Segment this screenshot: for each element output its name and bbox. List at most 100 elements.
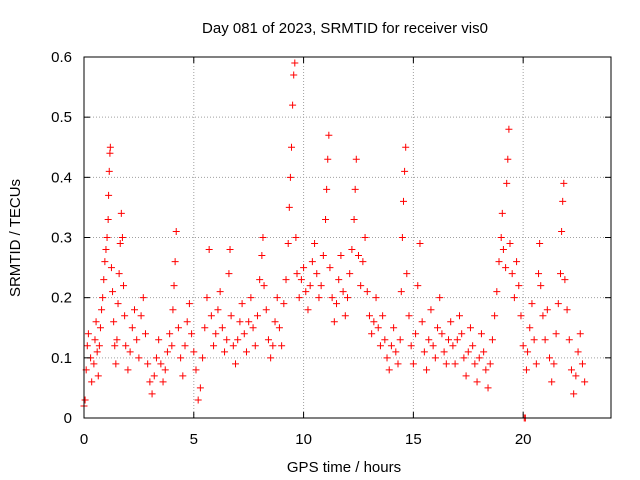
- data-point: [503, 179, 511, 187]
- data-point: [291, 59, 299, 67]
- data-point: [374, 324, 382, 332]
- data-point: [229, 342, 237, 350]
- data-point: [363, 288, 371, 296]
- data-point: [530, 336, 538, 344]
- data-point: [398, 234, 406, 241]
- data-point: [365, 312, 373, 320]
- data-point: [288, 143, 296, 151]
- data-point: [96, 324, 104, 332]
- data-point: [179, 372, 187, 380]
- data-point: [131, 306, 139, 314]
- data-point: [157, 360, 165, 368]
- x-tick-label: 5: [190, 431, 198, 448]
- data-point: [322, 215, 330, 223]
- data-point: [236, 318, 244, 326]
- data-point: [412, 330, 420, 338]
- data-point: [425, 336, 433, 344]
- data-point: [152, 354, 160, 362]
- data-point: [469, 342, 477, 350]
- data-point: [458, 330, 466, 338]
- data-point: [449, 342, 457, 350]
- data-point: [315, 294, 323, 302]
- data-point: [383, 354, 391, 362]
- data-point: [447, 318, 455, 326]
- data-point: [285, 203, 293, 211]
- data-point: [543, 306, 551, 314]
- data-point: [114, 300, 122, 308]
- data-point: [508, 270, 516, 278]
- data-point: [537, 282, 545, 290]
- data-point: [306, 282, 314, 290]
- data-point: [471, 360, 479, 368]
- data-point: [227, 312, 235, 320]
- data-point: [401, 167, 409, 175]
- data-point: [207, 312, 215, 320]
- data-point: [280, 300, 288, 308]
- data-point: [116, 240, 124, 248]
- data-point: [121, 312, 129, 320]
- data-point: [216, 288, 224, 296]
- data-point: [194, 396, 202, 404]
- data-point: [150, 372, 158, 380]
- x-tick-label: 20: [515, 431, 532, 448]
- data-point: [103, 234, 111, 241]
- data-point: [515, 282, 523, 290]
- data-point: [105, 167, 113, 175]
- data-point: [346, 270, 354, 278]
- data-point: [420, 348, 428, 356]
- data-point: [372, 294, 380, 302]
- data-point: [260, 282, 268, 290]
- data-point: [475, 354, 483, 362]
- data-point: [247, 294, 255, 302]
- data-point: [275, 324, 283, 332]
- data-point: [212, 330, 220, 338]
- data-point: [311, 240, 319, 248]
- data-point: [379, 312, 387, 320]
- y-axis-label: SRMTID / TECUs: [7, 179, 24, 297]
- data-point: [466, 324, 474, 332]
- data-point: [308, 258, 316, 266]
- data-point: [556, 270, 564, 278]
- data-point: [561, 276, 569, 284]
- data-point: [172, 227, 180, 235]
- data-point: [98, 306, 106, 314]
- data-point: [146, 378, 154, 386]
- data-point: [495, 258, 503, 266]
- data-point: [550, 360, 558, 368]
- data-point: [359, 258, 367, 266]
- data-point: [171, 258, 179, 266]
- data-point: [394, 360, 402, 368]
- data-point: [141, 330, 149, 338]
- data-point: [506, 240, 514, 248]
- data-point: [137, 312, 145, 320]
- data-point: [118, 234, 126, 241]
- data-point: [416, 240, 424, 248]
- data-point: [330, 318, 338, 326]
- data-point: [93, 348, 101, 356]
- y-tick-label: 0.2: [51, 290, 72, 307]
- y-tick-label: 0: [64, 410, 72, 427]
- data-point: [159, 378, 167, 386]
- data-point: [188, 330, 196, 338]
- data-point: [344, 294, 351, 302]
- data-point: [269, 342, 277, 350]
- grid-lines: [84, 57, 611, 418]
- data-point: [357, 282, 365, 290]
- data-point: [192, 366, 200, 374]
- data-point: [107, 264, 115, 272]
- data-point: [434, 324, 442, 332]
- data-point: [232, 360, 240, 368]
- data-point: [526, 324, 534, 332]
- data-point: [109, 288, 117, 296]
- data-point: [438, 330, 446, 338]
- data-point: [442, 360, 450, 368]
- data-point: [102, 246, 110, 254]
- data-point: [238, 300, 246, 308]
- x-tick-label: 0: [80, 431, 88, 448]
- data-point: [83, 342, 91, 350]
- x-tick-label: 15: [405, 431, 422, 448]
- data-point: [112, 360, 120, 368]
- data-point: [491, 312, 499, 320]
- data-point: [120, 282, 128, 290]
